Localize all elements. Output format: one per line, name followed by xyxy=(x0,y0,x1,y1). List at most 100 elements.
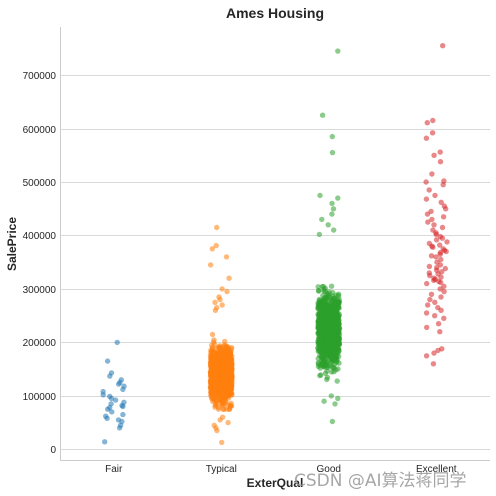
data-point xyxy=(214,427,220,434)
data-point xyxy=(212,356,218,362)
data-point xyxy=(423,135,430,141)
data-point xyxy=(438,274,444,280)
data-point xyxy=(207,384,214,391)
data-point xyxy=(328,339,334,345)
data-point xyxy=(437,329,443,335)
data-point xyxy=(316,231,323,238)
data-point xyxy=(214,224,220,231)
data-point xyxy=(207,262,214,268)
data-point xyxy=(102,439,108,445)
data-point xyxy=(424,211,431,217)
data-point xyxy=(433,254,439,260)
data-point xyxy=(431,222,437,228)
data-point xyxy=(432,313,438,319)
data-point xyxy=(208,377,214,384)
data-point xyxy=(324,297,331,303)
data-point xyxy=(431,277,437,284)
data-point xyxy=(427,296,433,303)
data-point xyxy=(428,291,435,297)
data-points xyxy=(100,43,450,446)
x-tick-label: Excellent xyxy=(416,464,457,475)
data-point xyxy=(318,320,324,326)
data-point xyxy=(226,406,233,412)
data-point xyxy=(443,248,449,255)
data-point xyxy=(120,386,126,393)
data-point xyxy=(430,244,436,250)
data-point xyxy=(120,403,126,410)
data-point xyxy=(332,401,338,407)
data-point xyxy=(429,171,435,177)
data-point xyxy=(221,354,227,360)
data-point xyxy=(105,406,111,412)
data-point xyxy=(319,350,325,356)
data-point xyxy=(222,374,228,380)
data-point xyxy=(336,332,343,338)
data-point xyxy=(334,378,340,384)
data-point xyxy=(425,219,431,225)
data-point xyxy=(321,326,327,332)
data-point xyxy=(329,418,336,425)
data-point xyxy=(328,309,334,316)
data-point xyxy=(335,313,342,320)
data-point xyxy=(441,315,447,321)
chart-title: Ames Housing xyxy=(226,5,324,21)
data-point xyxy=(315,360,321,366)
data-point xyxy=(438,199,444,205)
data-point xyxy=(218,376,224,382)
data-point xyxy=(439,224,446,231)
data-point xyxy=(322,307,328,314)
data-point xyxy=(107,373,113,379)
data-point xyxy=(212,307,219,313)
data-point xyxy=(100,392,106,398)
data-point xyxy=(317,340,323,346)
x-tick-label: Fair xyxy=(105,464,123,475)
data-point xyxy=(220,399,226,405)
data-point xyxy=(335,345,341,351)
data-point xyxy=(116,425,123,431)
data-point xyxy=(328,393,334,399)
data-point xyxy=(317,192,323,199)
data-point xyxy=(437,251,443,257)
x-tick-labels: Fair Typical Good Excellent xyxy=(105,464,457,475)
data-point xyxy=(328,321,334,328)
data-point xyxy=(217,417,223,423)
data-point xyxy=(104,358,111,364)
data-point xyxy=(112,397,119,403)
data-point xyxy=(426,263,433,270)
y-tick-label: 700000 xyxy=(23,71,57,82)
data-point xyxy=(222,338,228,345)
data-point xyxy=(438,279,444,286)
data-point xyxy=(331,314,338,321)
data-point xyxy=(226,275,232,281)
data-point xyxy=(208,369,215,375)
data-point xyxy=(209,246,215,252)
data-point xyxy=(433,237,440,243)
data-point xyxy=(429,130,436,136)
data-point xyxy=(217,346,224,353)
y-tick-label: 600000 xyxy=(23,125,57,136)
y-gridlines xyxy=(60,75,490,450)
data-point xyxy=(213,242,219,249)
data-point xyxy=(427,272,433,279)
data-point xyxy=(212,299,218,305)
data-point xyxy=(335,349,342,355)
data-point xyxy=(431,350,437,356)
data-point xyxy=(209,331,216,338)
data-point xyxy=(426,187,432,193)
data-point xyxy=(327,356,333,363)
data-point xyxy=(441,288,447,295)
y-tick-label: 200000 xyxy=(23,338,57,349)
data-point xyxy=(321,398,327,404)
data-point xyxy=(335,395,341,402)
data-point xyxy=(333,367,339,373)
data-point xyxy=(440,214,447,220)
data-point xyxy=(437,149,443,155)
data-point xyxy=(425,302,431,308)
data-point xyxy=(326,352,332,358)
data-point xyxy=(440,182,446,188)
data-point xyxy=(335,48,341,54)
data-point xyxy=(316,288,322,294)
data-point xyxy=(431,152,437,158)
data-point xyxy=(319,112,326,118)
